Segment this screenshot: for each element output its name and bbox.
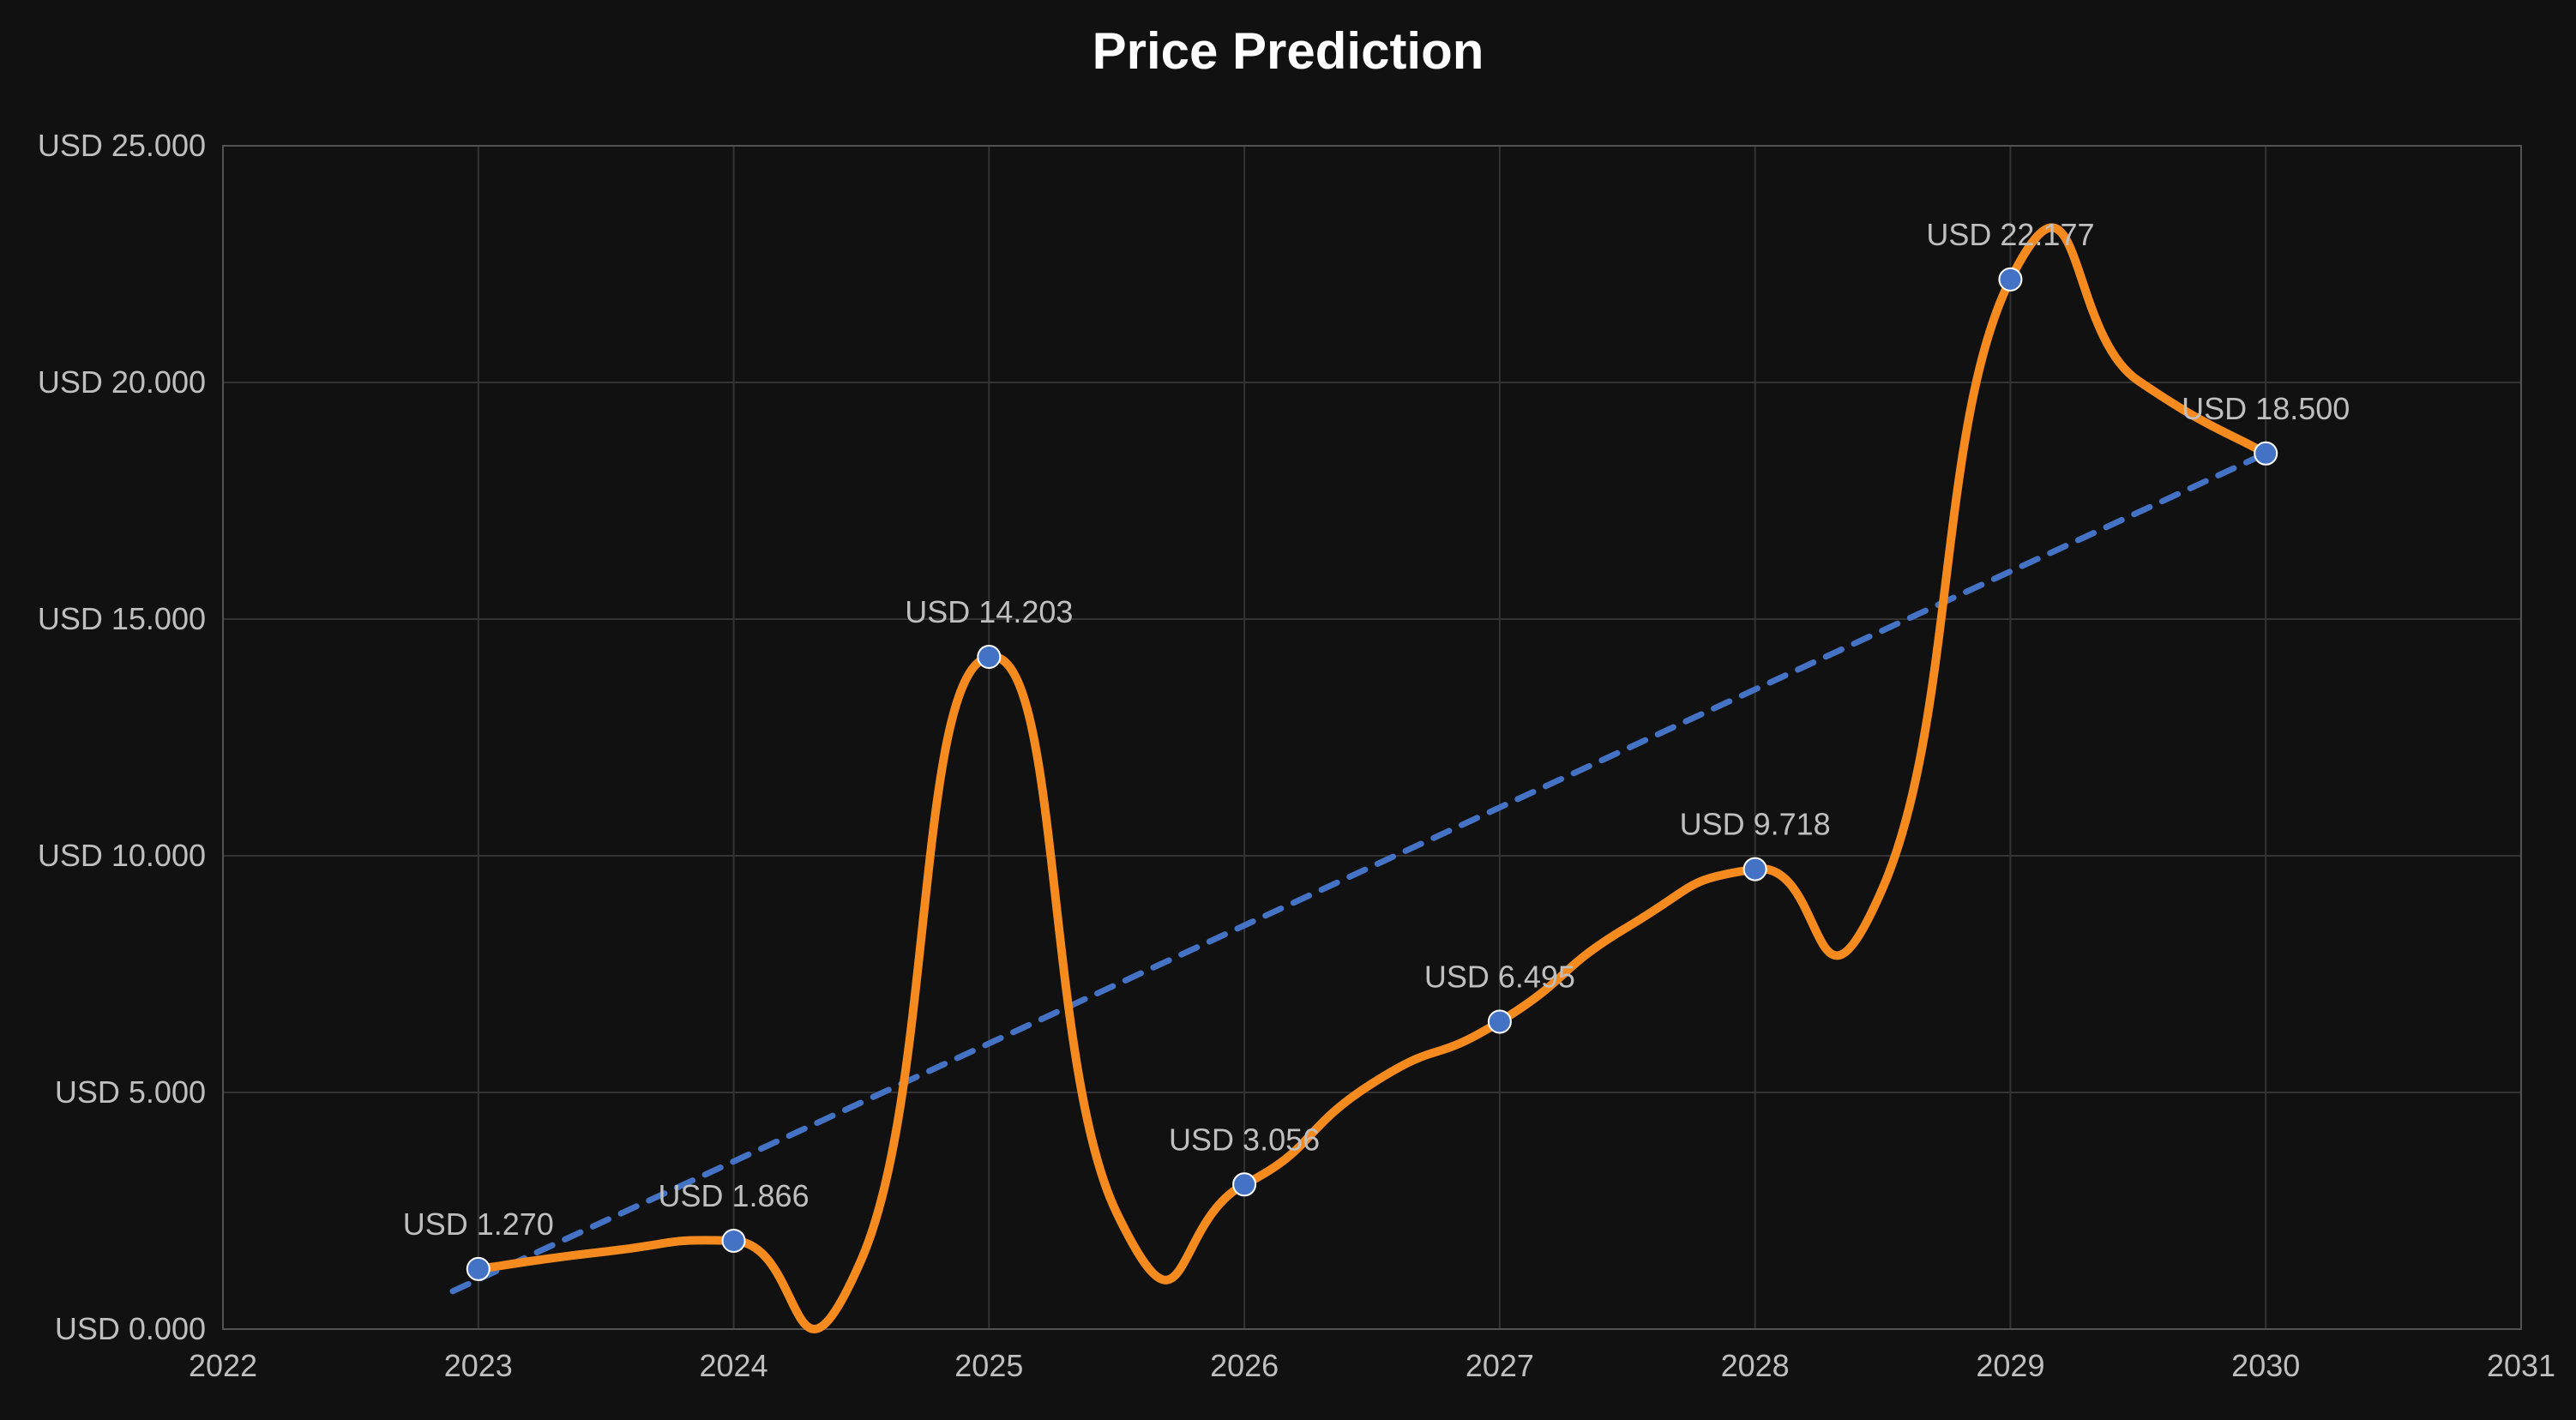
x-axis-label: 2022 [189,1348,257,1383]
data-marker [1999,268,2021,291]
x-axis-label: 2025 [954,1348,1023,1383]
data-point-label: USD 6.495 [1424,959,1575,994]
y-axis-label: USD 15.000 [38,601,206,636]
data-point-label: USD 3.056 [1169,1122,1320,1157]
price-prediction-chart: Price Prediction 2022 2023 2024 2025 2026 2027… [0,0,2576,1420]
data-marker [2254,442,2277,465]
chart-svg: Price Prediction 2022 2023 2024 2025 2026 2027… [0,0,2576,1420]
data-point-label: USD 1.270 [403,1206,554,1242]
data-point-label: USD 9.718 [1680,807,1831,842]
x-axis-label: 2030 [2231,1348,2300,1383]
x-axis-label: 2029 [1976,1348,2044,1383]
x-axis-label: 2031 [2487,1348,2555,1383]
data-point-label: USD 1.866 [659,1178,810,1213]
data-point-label: USD 18.500 [2182,391,2350,426]
chart-title: Price Prediction [1092,22,1484,80]
data-marker [1489,1010,1511,1032]
data-marker [978,646,1000,668]
y-axis-label: USD 0.000 [55,1311,206,1346]
data-marker [1744,858,1766,881]
y-axis-label: USD 10.000 [38,838,206,873]
x-axis-label: 2024 [700,1348,768,1383]
data-marker [723,1230,745,1252]
data-point-label: USD 14.203 [905,594,1073,629]
x-axis-label: 2026 [1210,1348,1279,1383]
chart-background [0,0,2576,1420]
data-marker [1233,1173,1255,1195]
x-axis-label: 2027 [1466,1348,1534,1383]
y-axis-label: USD 25.000 [38,128,206,163]
y-axis-label: USD 20.000 [38,364,206,400]
y-axis-label: USD 5.000 [55,1074,206,1110]
data-marker [467,1258,490,1280]
x-axis-label: 2023 [444,1348,513,1383]
data-point-label: USD 22.177 [1926,217,2094,252]
x-axis-label: 2028 [1721,1348,1790,1383]
